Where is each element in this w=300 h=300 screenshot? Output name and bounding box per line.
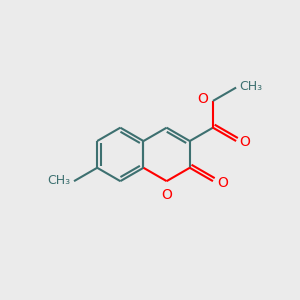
Text: O: O bbox=[161, 188, 172, 202]
Text: CH₃: CH₃ bbox=[239, 80, 262, 93]
Text: O: O bbox=[217, 176, 228, 190]
Text: O: O bbox=[197, 92, 208, 106]
Text: O: O bbox=[240, 136, 250, 149]
Text: CH₃: CH₃ bbox=[47, 174, 70, 187]
